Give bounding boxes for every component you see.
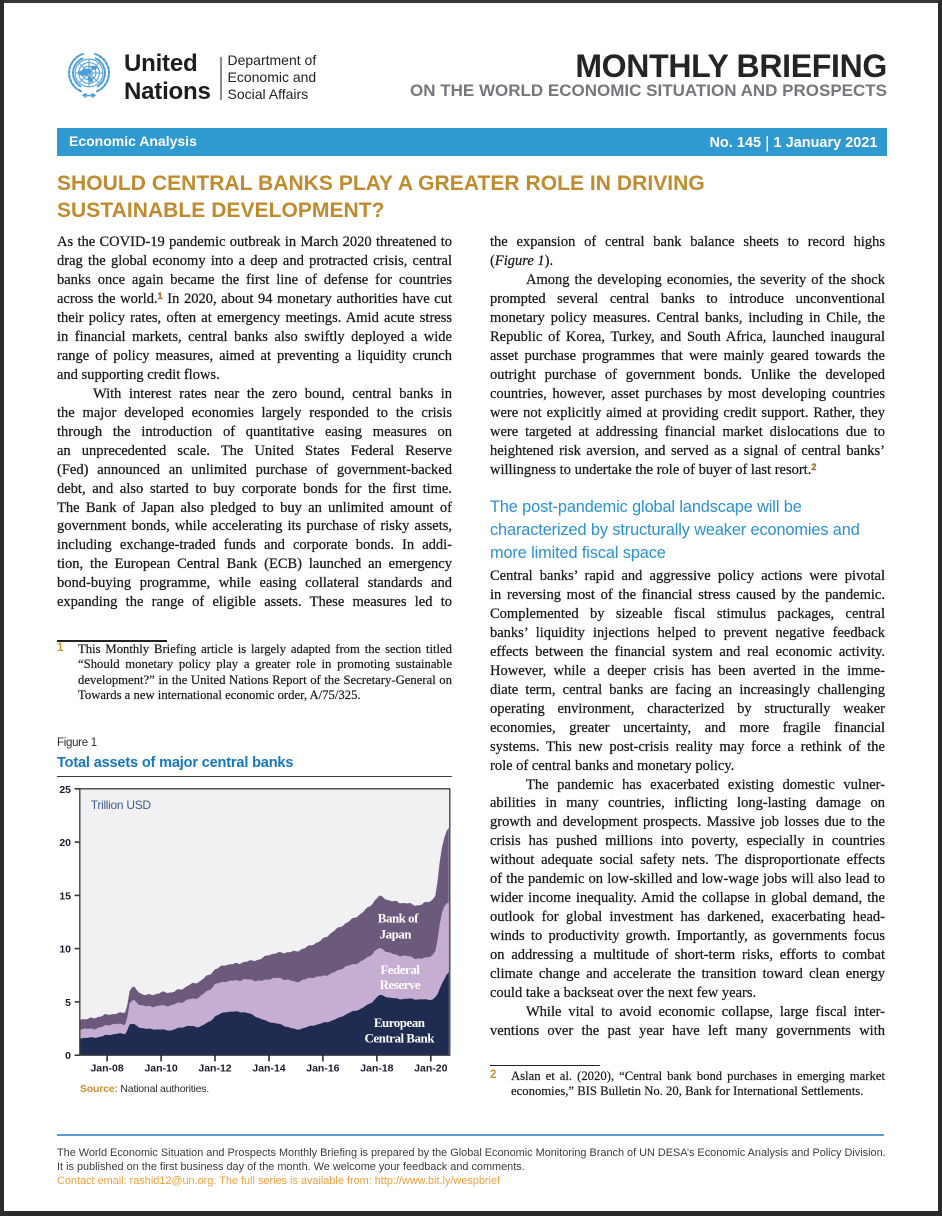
svg-text:Reserve: Reserve [380,977,421,992]
svg-text:20: 20 [59,837,71,849]
svg-text:European: European [374,1015,426,1030]
svg-text:Jan-20: Jan-20 [414,1063,447,1075]
svg-text:0: 0 [65,1050,71,1062]
svg-text:Trillion USD: Trillion USD [91,798,152,812]
svg-text:Jan-08: Jan-08 [90,1063,123,1075]
svg-text:Jan-14: Jan-14 [252,1063,285,1075]
svg-text:Federal: Federal [380,962,420,977]
svg-text:15: 15 [59,890,71,902]
svg-text:Jan-12: Jan-12 [198,1063,231,1075]
svg-text:10: 10 [59,944,71,956]
svg-text:Jan-18: Jan-18 [360,1063,393,1075]
svg-text:Jan-16: Jan-16 [306,1063,339,1075]
svg-text:Central Bank: Central Bank [364,1031,435,1046]
svg-text:5: 5 [65,997,71,1009]
svg-text:Bank of: Bank of [378,910,419,925]
svg-text:25: 25 [59,784,71,796]
svg-text:Jan-10: Jan-10 [144,1063,177,1075]
svg-text:Japan: Japan [380,926,413,941]
